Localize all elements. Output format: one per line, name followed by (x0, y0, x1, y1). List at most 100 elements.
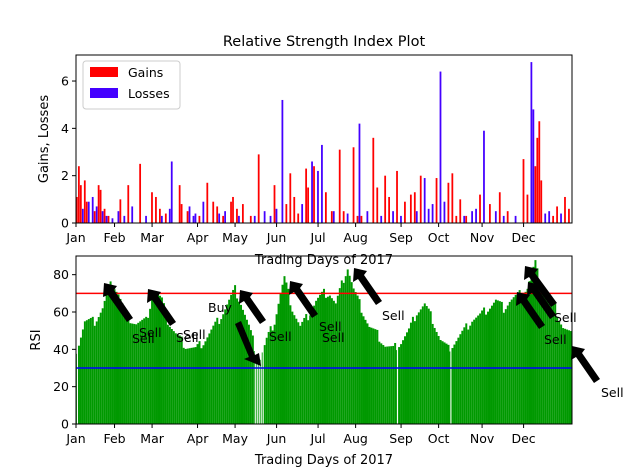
loss-bar-27 (311, 161, 313, 223)
annotation-label-sell-11: Sell (601, 385, 624, 400)
rsi-bar-182 (435, 331, 438, 424)
gain-bar-15 (159, 208, 161, 223)
loss-bar-14 (188, 206, 191, 223)
rsi-bar-223 (516, 292, 519, 424)
rsi-bar-89 (251, 335, 254, 424)
loss-bar-1 (87, 201, 90, 223)
rsi-bar-81 (236, 298, 239, 424)
bottom-xtick-label-5: Jun (266, 431, 287, 446)
rsi-bar-95 (263, 345, 266, 424)
rsi-bar-108 (289, 305, 292, 424)
rsi-bar-154 (380, 343, 383, 424)
rsi-bars (76, 260, 572, 424)
rsi-bar-20 (115, 291, 118, 424)
rsi-bar-224 (518, 290, 521, 424)
rsi-bar-203 (477, 315, 480, 424)
rsi-bar-195 (461, 330, 464, 424)
rsi-bar-162 (396, 350, 398, 424)
rsi-bar-149 (370, 327, 373, 424)
rsi-bar-38 (151, 299, 154, 424)
rsi-bar-83 (240, 304, 242, 424)
gain-bar-27 (236, 208, 238, 223)
rsi-bar-225 (520, 297, 523, 424)
loss-bar-4 (101, 211, 104, 223)
rsi-bar-35 (145, 316, 148, 424)
bottom-y-axis-label: RSI (29, 329, 44, 350)
gain-bar-29 (249, 215, 252, 223)
rsi-bar-118 (309, 315, 312, 424)
gain-bar-60 (465, 215, 468, 223)
top-xtick-label-1: Feb (103, 230, 125, 245)
rsi-bar-158 (388, 346, 391, 424)
arrow-sell-10 (524, 266, 557, 307)
rsi-bar-166 (404, 336, 407, 424)
arrow-sell-5 (239, 290, 266, 324)
arrow-sell-2 (147, 289, 176, 326)
rsi-bar-67 (208, 333, 211, 424)
rsi-bar-58 (190, 347, 193, 424)
gain-bar-4 (85, 201, 88, 223)
legend-swatch-gains (90, 67, 118, 77)
rsi-bar-237 (544, 294, 547, 424)
gain-bar-70 (540, 180, 543, 223)
rsi-bar-240 (550, 300, 553, 424)
rsi-bar-42 (159, 295, 161, 424)
rsi-bar-198 (467, 329, 470, 424)
loss-bar-22 (263, 211, 266, 223)
rsi-bar-183 (437, 335, 440, 424)
gain-bar-1 (77, 166, 80, 223)
legend-label-gains: Gains (128, 65, 163, 80)
gain-bar-67 (534, 166, 537, 223)
rsi-bar-117 (307, 320, 310, 424)
rsi-bar-59 (192, 347, 195, 424)
loss-bar-30 (332, 211, 335, 223)
rsi-bar-249 (568, 330, 571, 424)
loss-bar-23 (269, 215, 272, 223)
rsi-bar-61 (196, 344, 199, 424)
annotation-sell-11: Sell (571, 346, 624, 400)
gain-bar-25 (230, 201, 232, 223)
loss-bar-13 (170, 161, 173, 223)
rsi-bar-233 (536, 268, 539, 424)
arrow-buy (235, 321, 261, 366)
arrow-sell-9 (516, 292, 545, 329)
gain-bar-26 (232, 196, 234, 223)
rsi-bar-55 (184, 348, 187, 424)
annotation-sell-1: Sell (103, 283, 155, 346)
loss-bar-48 (502, 215, 505, 223)
arrow-sell-8 (353, 268, 382, 305)
rsi-bar-1 (77, 345, 80, 424)
gain-bar-44 (356, 215, 359, 223)
gain-bar-32 (285, 204, 288, 223)
rsi-bar-78 (230, 294, 233, 424)
annotation-sell-5: Sell (239, 290, 292, 344)
gain-bar-8 (103, 208, 106, 223)
rsi-bar-137 (346, 269, 349, 424)
rsi-bar-150 (372, 328, 375, 424)
rsi-bar-196 (463, 327, 466, 424)
top-xtick-label-10: Nov (470, 230, 495, 245)
rsi-bar-248 (566, 329, 569, 424)
rsi-bar-175 (421, 306, 424, 424)
gain-bar-74 (568, 208, 570, 223)
rsi-bar-222 (514, 294, 517, 424)
rsi-bar-189 (449, 351, 451, 424)
gain-bar-16 (164, 213, 167, 223)
gain-bar-43 (352, 147, 355, 223)
rsi-bar-49 (172, 331, 175, 424)
gain-bar-36 (305, 168, 308, 223)
bottom-ytick-label-0: 0 (61, 417, 69, 432)
gain-bar-64 (506, 211, 509, 223)
rsi-bar-44 (162, 303, 165, 424)
rsi-bar-138 (348, 275, 351, 424)
rsi-bar-170 (411, 316, 414, 424)
gain-bar-42 (342, 211, 345, 223)
annotation-sell-10: Sell (554, 310, 577, 325)
loss-bar-20 (238, 215, 240, 223)
gain-bar-13 (151, 192, 153, 223)
rsi-bar-246 (562, 328, 565, 424)
rsi-bar-45 (164, 318, 167, 424)
loss-bar-53 (548, 211, 551, 223)
loss-bar-46 (483, 130, 485, 223)
annotation-label-sell-3: Sell (139, 325, 162, 340)
